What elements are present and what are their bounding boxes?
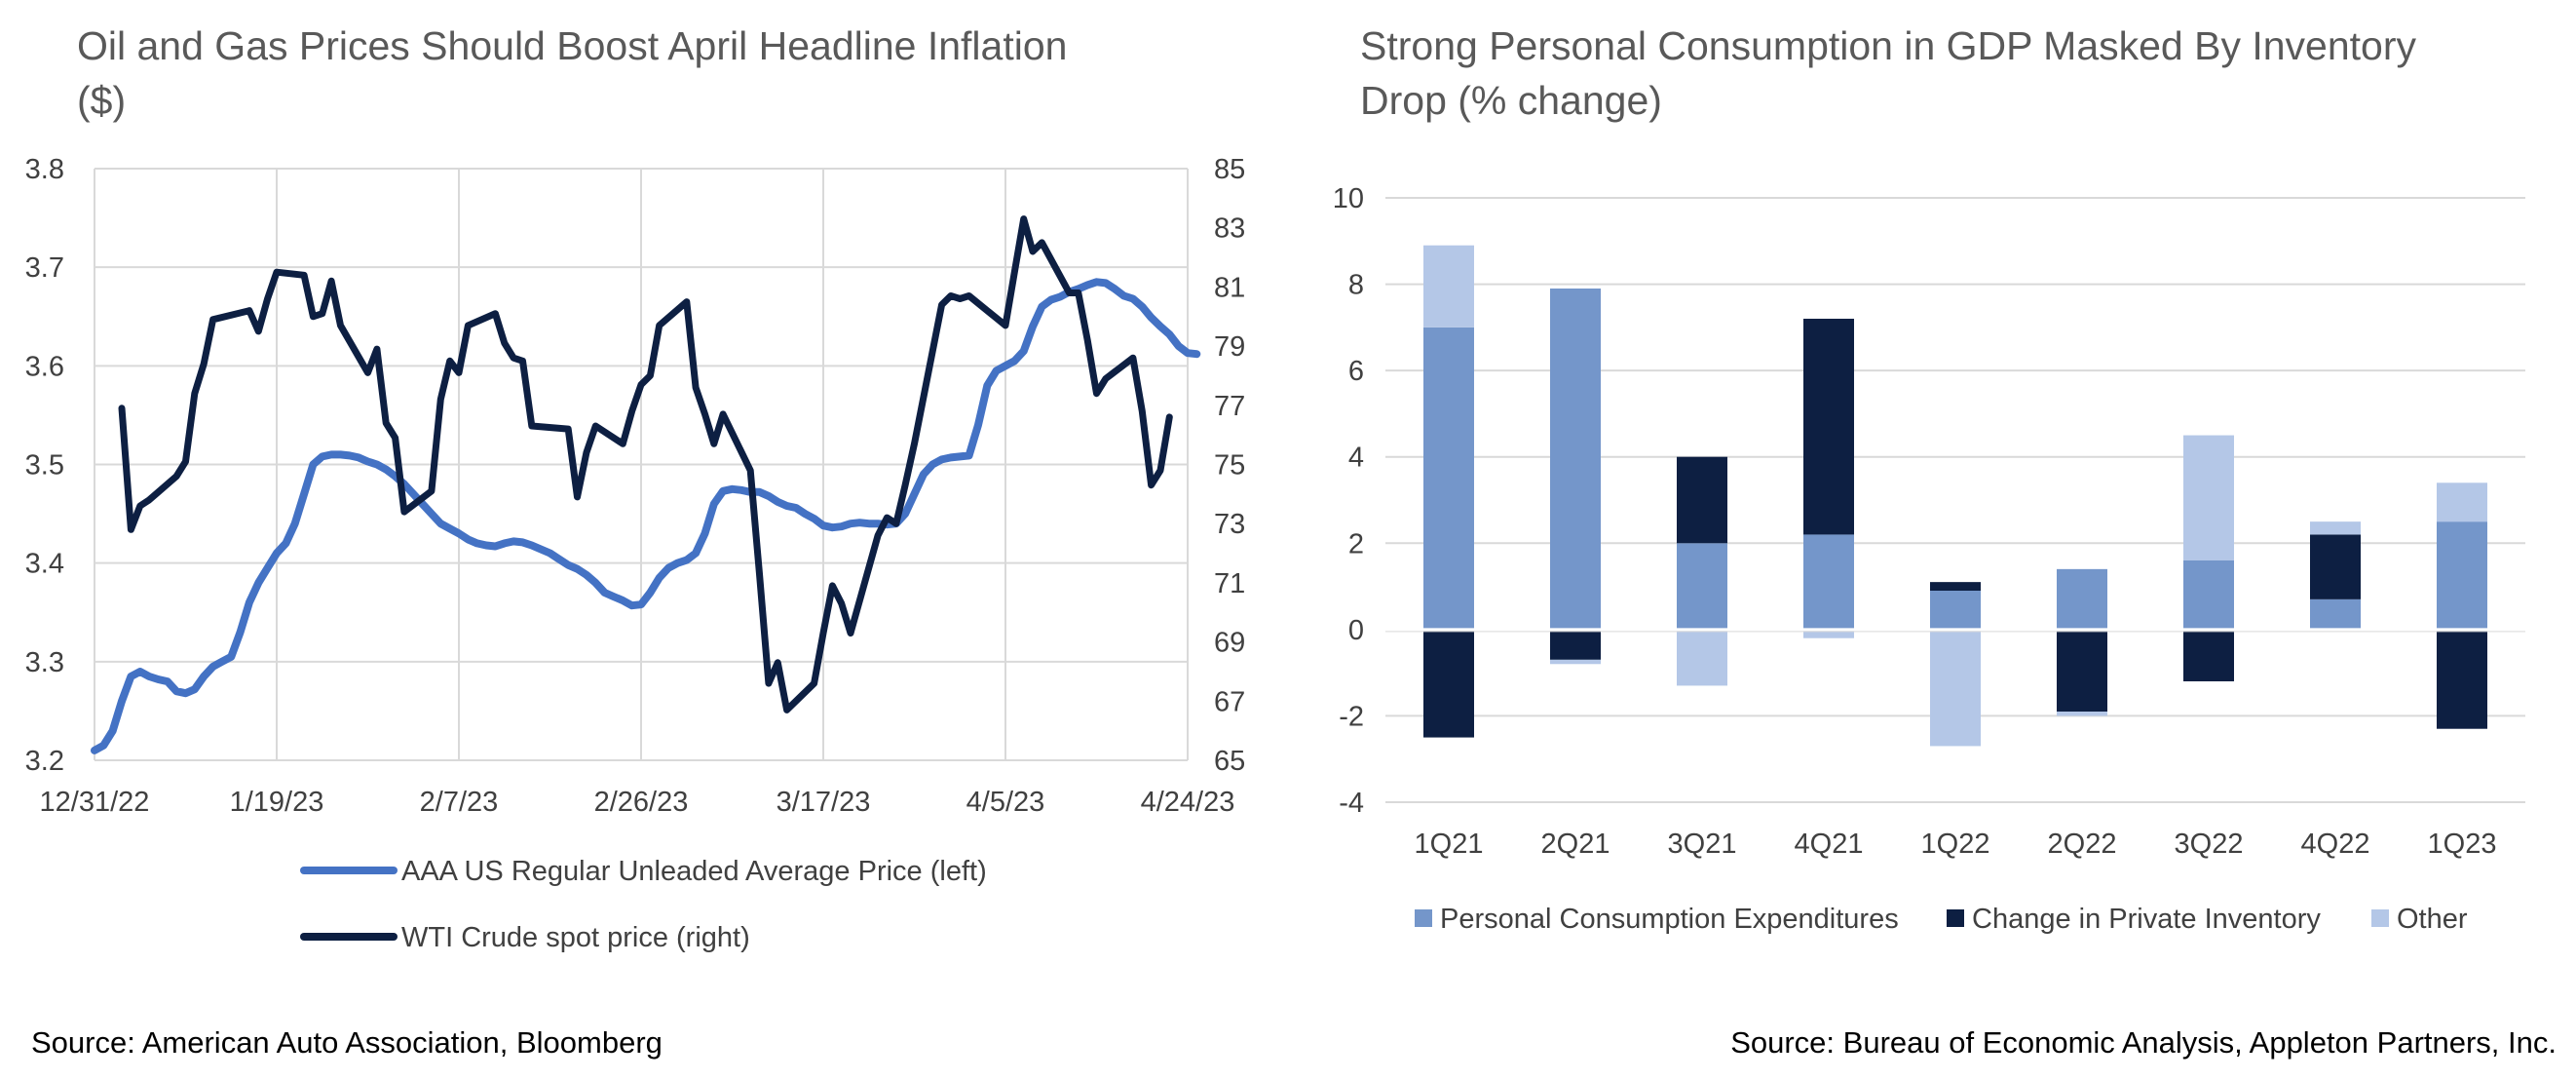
left-y-tick-label: 3.6 [25,351,64,382]
right-x-tick-label: 3Q21 [1668,829,1737,860]
bar-segment [1930,582,1981,591]
right-x-tick-label: 2Q21 [1541,829,1610,860]
legend-swatch [1415,909,1432,927]
bar-segment [2057,712,2107,716]
bar-segment [1550,289,1601,630]
right-y-tick-label: 77 [1214,391,1245,422]
left-y-tick-label: 3.5 [25,450,64,482]
right-x-tick-label: 4Q22 [2301,829,2370,860]
bar-segment [2183,560,2234,630]
right-y-tick-label: 81 [1214,272,1245,303]
right-y-tick-label: 0 [1348,615,1364,646]
right-x-tick-label: 3Q22 [2175,829,2244,860]
bar-segment [1930,629,1981,747]
left-x-tick-label: 4/24/23 [1141,787,1235,818]
left-x-tick-label: 3/17/23 [777,787,871,818]
left-y-tick-label: 3.3 [25,647,64,678]
right-y-tick-label: 4 [1348,443,1364,474]
right-chart-title: Strong Personal Consumption in GDP Maske… [1360,23,2416,123]
wti-crude-line [118,215,1173,714]
left-x-tick-label: 2/26/23 [594,787,689,818]
right-y-tick-label: 10 [1333,183,1364,214]
bar-segment [2437,482,2487,522]
right-y-tick-label: 75 [1214,450,1245,482]
right-y-tick-label: 8 [1348,270,1364,301]
right-y-tick-label: 2 [1348,528,1364,559]
bar-segment [2057,629,2107,712]
right-x-tick-label: 1Q21 [1415,829,1484,860]
bar-segment [2183,435,2234,560]
bar-segment [1803,319,1854,535]
left-source-note: Source: American Auto Association, Bloom… [31,1025,663,1060]
right-y-tick-label: 65 [1214,746,1245,777]
left-x-tick-label: 12/31/22 [40,787,150,818]
bar-segment [1803,534,1854,630]
right-y-tick-label: 73 [1214,509,1245,540]
bar-segment [1550,659,1601,665]
bar-segment [2310,521,2361,535]
left-y-tick-label: 3.7 [25,252,64,284]
bar-segment [1677,543,1727,630]
gasoline-price-line [91,278,1201,754]
right-x-tick-label: 1Q22 [1921,829,1990,860]
left-x-tick-label: 4/5/23 [966,787,1045,818]
bar-segment [1677,629,1727,686]
bar-segment [2437,629,2487,729]
left-y-tick-label: 3.8 [25,154,64,185]
left-y-tick-label: 3.2 [25,746,64,777]
right-x-tick-label: 4Q21 [1795,829,1864,860]
left-x-tick-label: 1/19/23 [230,787,324,818]
right-y-tick-label: -4 [1339,788,1364,819]
legend-swatch [2371,909,2389,927]
bar-segment [1423,245,1474,328]
left-x-tick-label: 2/7/23 [420,787,499,818]
bar-segment [2183,629,2234,681]
right-y-tick-label: 71 [1214,568,1245,599]
bar-segment [2437,521,2487,630]
right-bar-chart: 10 8 6 4 2 0 -2 -4 1Q21 2Q21 3Q21 4Q21 1Q22 2Q22 3Q22 4… [1333,183,2525,935]
legend-swatch [1947,909,1964,927]
legend-label: Other [2397,904,2468,935]
left-y-tick-label: 3.4 [25,549,64,580]
bar-segment [2057,568,2107,630]
right-x-tick-label: 2Q22 [2048,829,2117,860]
right-y-tick-label: 69 [1214,628,1245,659]
bar-segment [1930,591,1981,630]
bar-segment [1677,456,1727,544]
bar-segment [2310,598,2361,630]
legend-label: Personal Consumption Expenditures [1440,904,1899,935]
legend-label: AAA US Regular Unleaded Average Price (l… [401,856,987,887]
right-y-tick-label: 79 [1214,331,1245,363]
right-y-tick-label: 6 [1348,356,1364,387]
bar-segment [1550,629,1601,660]
bar-segment [2310,534,2361,599]
legend-label: Change in Private Inventory [1972,904,2321,935]
right-source-note: Source: Bureau of Economic Analysis, App… [1730,1025,2557,1060]
left-line-chart: 3.2 3.3 3.4 3.5 3.6 3.7 3.8 12/31/22 1/19/23 2/7/… [25,154,1246,953]
right-y-tick-label: 85 [1214,154,1245,185]
left-chart-title: Oil and Gas Prices Should Boost April He… [77,23,1068,123]
right-y-tick-label: 67 [1214,686,1245,717]
right-y-tick-label: -2 [1339,701,1364,732]
bar-segment [1423,327,1474,630]
bar-segment [1803,629,1854,638]
bar-segment [1423,629,1474,738]
right-x-tick-label: 1Q23 [2428,829,2497,860]
legend-label: WTI Crude spot price (right) [401,922,750,953]
right-y-tick-label: 83 [1214,213,1245,245]
